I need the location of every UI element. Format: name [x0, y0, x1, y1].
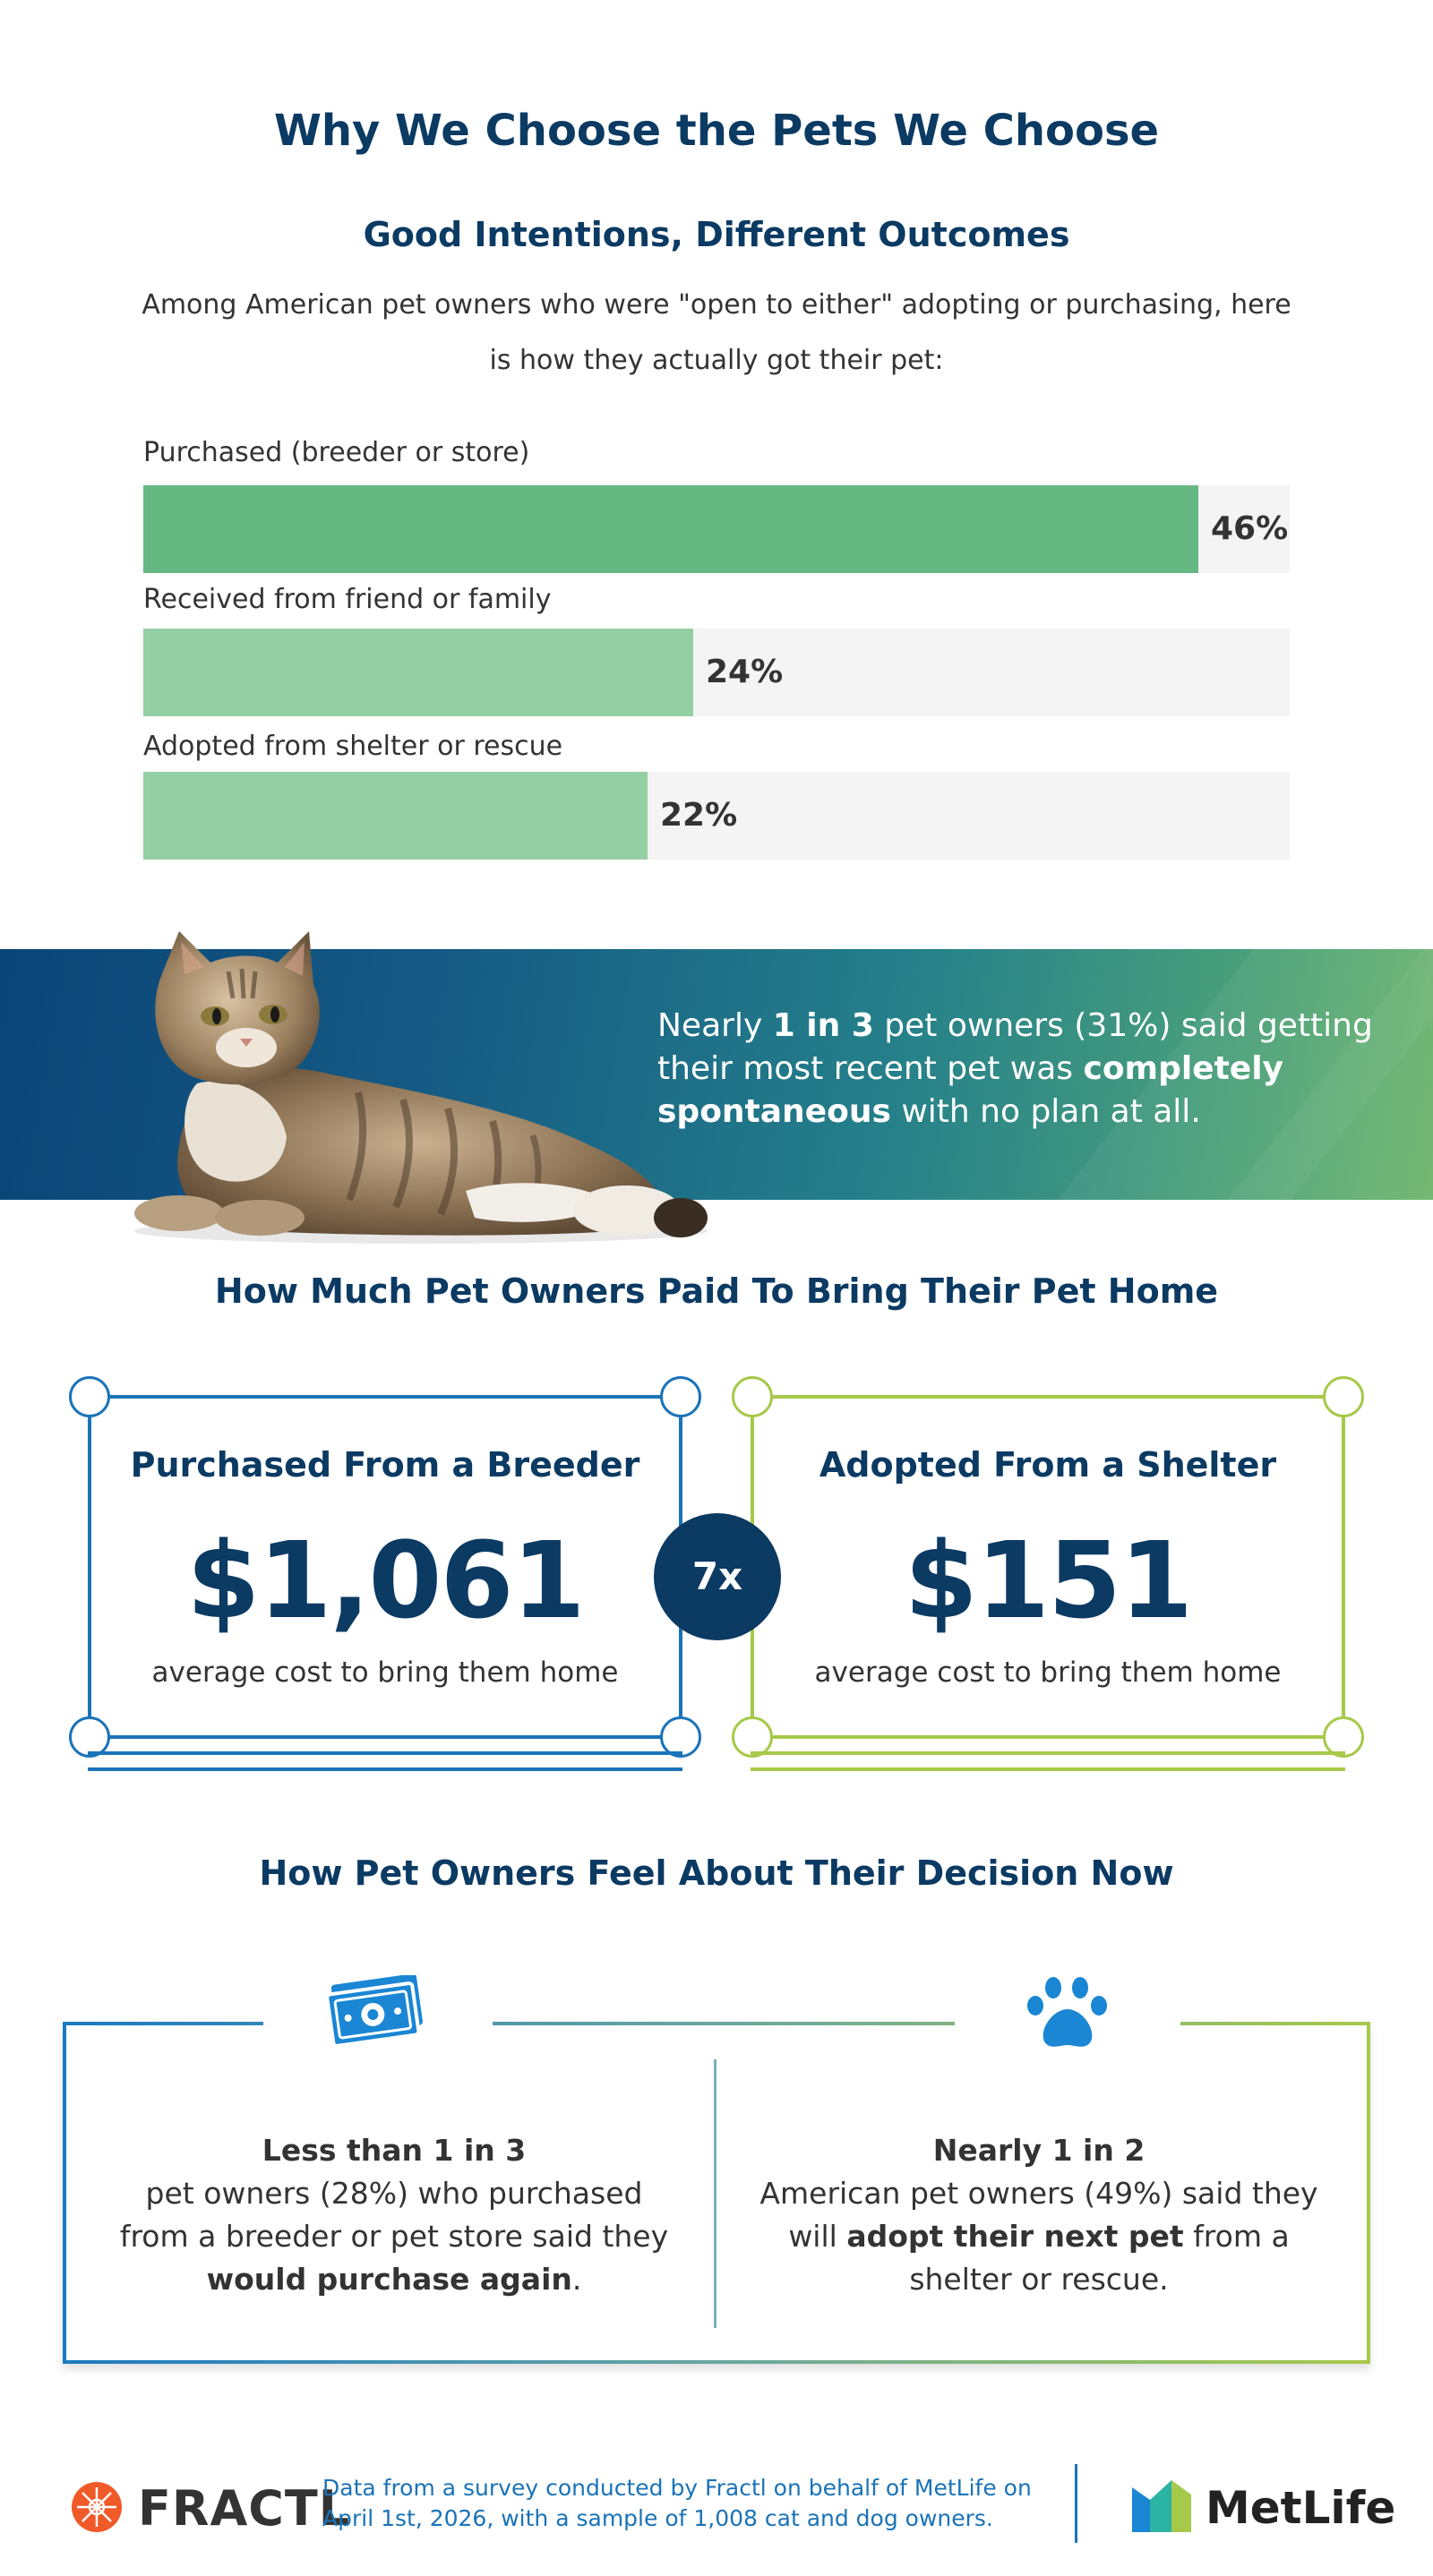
purchase-again-headline: Less than 1 in 3: [262, 2133, 527, 2168]
purchase-again-line-2: from a breeder or pet store said they: [119, 2219, 669, 2254]
adopt-next-headline: Nearly 1 in 2: [932, 2133, 1146, 2168]
intro-text: Among American pet owners who were "open…: [134, 278, 1299, 389]
bar: [143, 629, 693, 716]
metlife-logo-icon: [1132, 2480, 1191, 2532]
bar-label: Adopted from shelter or rescue: [143, 731, 563, 762]
page-title: Why We Choose the Pets We Choose: [273, 106, 1160, 156]
cost-ratio-badge: 7x: [654, 1513, 781, 1640]
cost-heading: How Much Pet Owners Paid To Bring Their …: [214, 1271, 1219, 1311]
banner-text-mid: pet owners (31%) said getting their most…: [657, 1007, 1373, 1087]
feel-comparison-box: [63, 2022, 1370, 2364]
bar-value-label: 22%: [660, 797, 738, 834]
breeder-cost-caption: average cost to bring them home: [151, 1656, 619, 1689]
adopt-next-pre: will: [788, 2219, 847, 2254]
shelter-cost-amount: $151: [904, 1519, 1193, 1642]
bar-track: 46%: [143, 485, 1290, 573]
purchase-again-stat: Less than 1 in 3 pet owners (28%) who pu…: [107, 2129, 681, 2301]
fractl-logo-icon: [72, 2482, 122, 2532]
bar-track: 22%: [143, 772, 1290, 860]
bar: [143, 485, 1198, 573]
feel-divider: [714, 2059, 716, 2328]
card-corner: [660, 1716, 701, 1758]
source-line-2: April 1st, 2026, with a sample of 1,008 …: [322, 2505, 993, 2531]
adopt-next-bold: adopt their next pet: [846, 2219, 1184, 2254]
bar-value-label: 46%: [1211, 510, 1289, 547]
adopt-next-line-1: American pet owners (49%) said they: [759, 2176, 1318, 2211]
adopt-next-post: from a: [1183, 2219, 1290, 2254]
bar-value-label: 24%: [706, 654, 784, 690]
card-corner: [69, 1376, 110, 1417]
adopt-next-stat: Nearly 1 in 2 American pet owners (49%) …: [752, 2129, 1326, 2301]
breeder-card-underline: [88, 1767, 682, 1771]
breeder-card-underline: [88, 1751, 682, 1755]
intro-line-2: is how they actually got their pet:: [489, 345, 944, 376]
bar-label: Purchased (breeder or store): [143, 437, 530, 468]
breeder-cost-amount: $1,061: [186, 1519, 585, 1642]
breeder-cost-card: Purchased From a Breeder $1,061 average …: [69, 1376, 701, 1758]
bar-label: Received from friend or family: [143, 584, 552, 615]
metlife-logo-text: MetLife: [1206, 2482, 1396, 2534]
bar-track: 24%: [143, 629, 1290, 716]
spontaneous-statement: Nearly 1 in 3 pet owners (31%) said gett…: [657, 1005, 1392, 1134]
survey-source-note: Data from a survey conducted by Fractl o…: [322, 2473, 1057, 2534]
adopt-next-line-3: shelter or rescue.: [909, 2262, 1169, 2297]
cat-image: [134, 931, 708, 1244]
shelter-card-underline: [751, 1767, 1345, 1771]
banner-text-post: with no plan at all.: [890, 1093, 1201, 1130]
footer-divider: [1075, 2464, 1077, 2543]
card-corner: [1323, 1376, 1364, 1417]
bar: [143, 772, 648, 860]
chart-subtitle: Good Intentions, Different Outcomes: [363, 215, 1070, 254]
fractl-logo-text: FRACTL: [138, 2480, 351, 2537]
card-corner: [1323, 1716, 1364, 1758]
card-corner: [69, 1716, 110, 1758]
breeder-card-title: Purchased From a Breeder: [130, 1445, 640, 1485]
money-icon: [326, 1975, 423, 2048]
purchase-again-bold: would purchase again: [206, 2262, 572, 2297]
paw-icon: [1027, 1977, 1107, 2047]
card-corner: [732, 1716, 773, 1758]
banner-text-pre: Nearly: [657, 1007, 773, 1044]
source-line-1: Data from a survey conducted by Fractl o…: [322, 2475, 1032, 2501]
banner-bold-spontaneous: completely spontaneous: [657, 1050, 1284, 1130]
purchase-again-line-1: pet owners (28%) who purchased: [145, 2176, 643, 2211]
banner-bold-ratio: 1 in 3: [772, 1007, 874, 1044]
shelter-card-underline: [751, 1751, 1345, 1755]
card-corner: [660, 1376, 701, 1417]
purchase-again-period: .: [571, 2262, 582, 2297]
shelter-cost-caption: average cost to bring them home: [814, 1656, 1282, 1689]
card-corner: [732, 1376, 773, 1417]
shelter-cost-card: Adopted From a Shelter $151 average cost…: [732, 1376, 1364, 1758]
feel-heading: How Pet Owners Feel About Their Decision…: [259, 1853, 1174, 1893]
intro-line-1: Among American pet owners who were "open…: [142, 289, 1291, 321]
shelter-card-title: Adopted From a Shelter: [819, 1445, 1277, 1485]
